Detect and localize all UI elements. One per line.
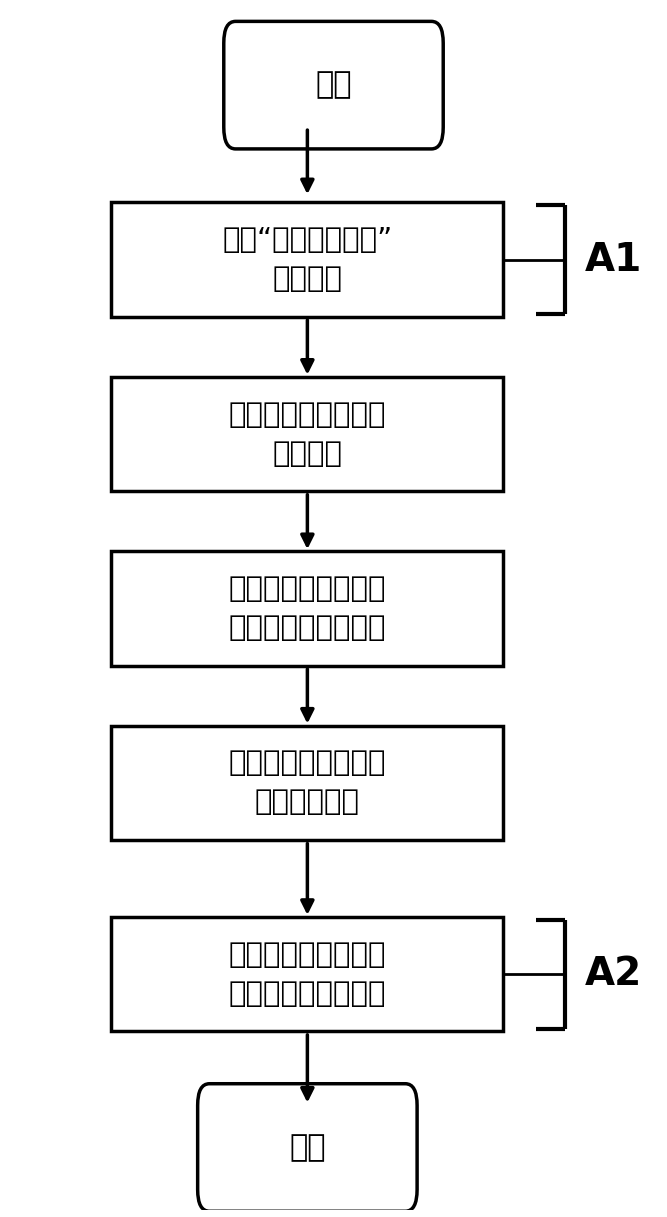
FancyBboxPatch shape [111,377,504,492]
Text: 构建“用地－碳排放”
关联框架: 构建“用地－碳排放” 关联框架 [222,226,392,293]
FancyBboxPatch shape [197,1083,417,1211]
FancyBboxPatch shape [111,918,504,1031]
Text: 结束: 结束 [289,1133,325,1162]
Text: 为不同种类建设用地
选择对应的核算公式: 为不同种类建设用地 选择对应的核算公式 [229,574,386,643]
FancyBboxPatch shape [223,22,444,148]
Text: A1: A1 [585,241,642,279]
FancyBboxPatch shape [111,725,504,840]
Text: 形成建设用地碳排放
强度的量化核算体系: 形成建设用地碳排放 强度的量化核算体系 [229,941,386,1008]
FancyBboxPatch shape [111,202,504,316]
Text: 建立三级用地碳强度
核算公式: 建立三级用地碳强度 核算公式 [229,400,386,467]
Text: 确定核算公式中不同
参数的表征量: 确定核算公式中不同 参数的表征量 [229,750,386,817]
FancyBboxPatch shape [111,551,504,666]
Text: A2: A2 [585,955,642,993]
Text: 开始: 开始 [315,71,352,100]
